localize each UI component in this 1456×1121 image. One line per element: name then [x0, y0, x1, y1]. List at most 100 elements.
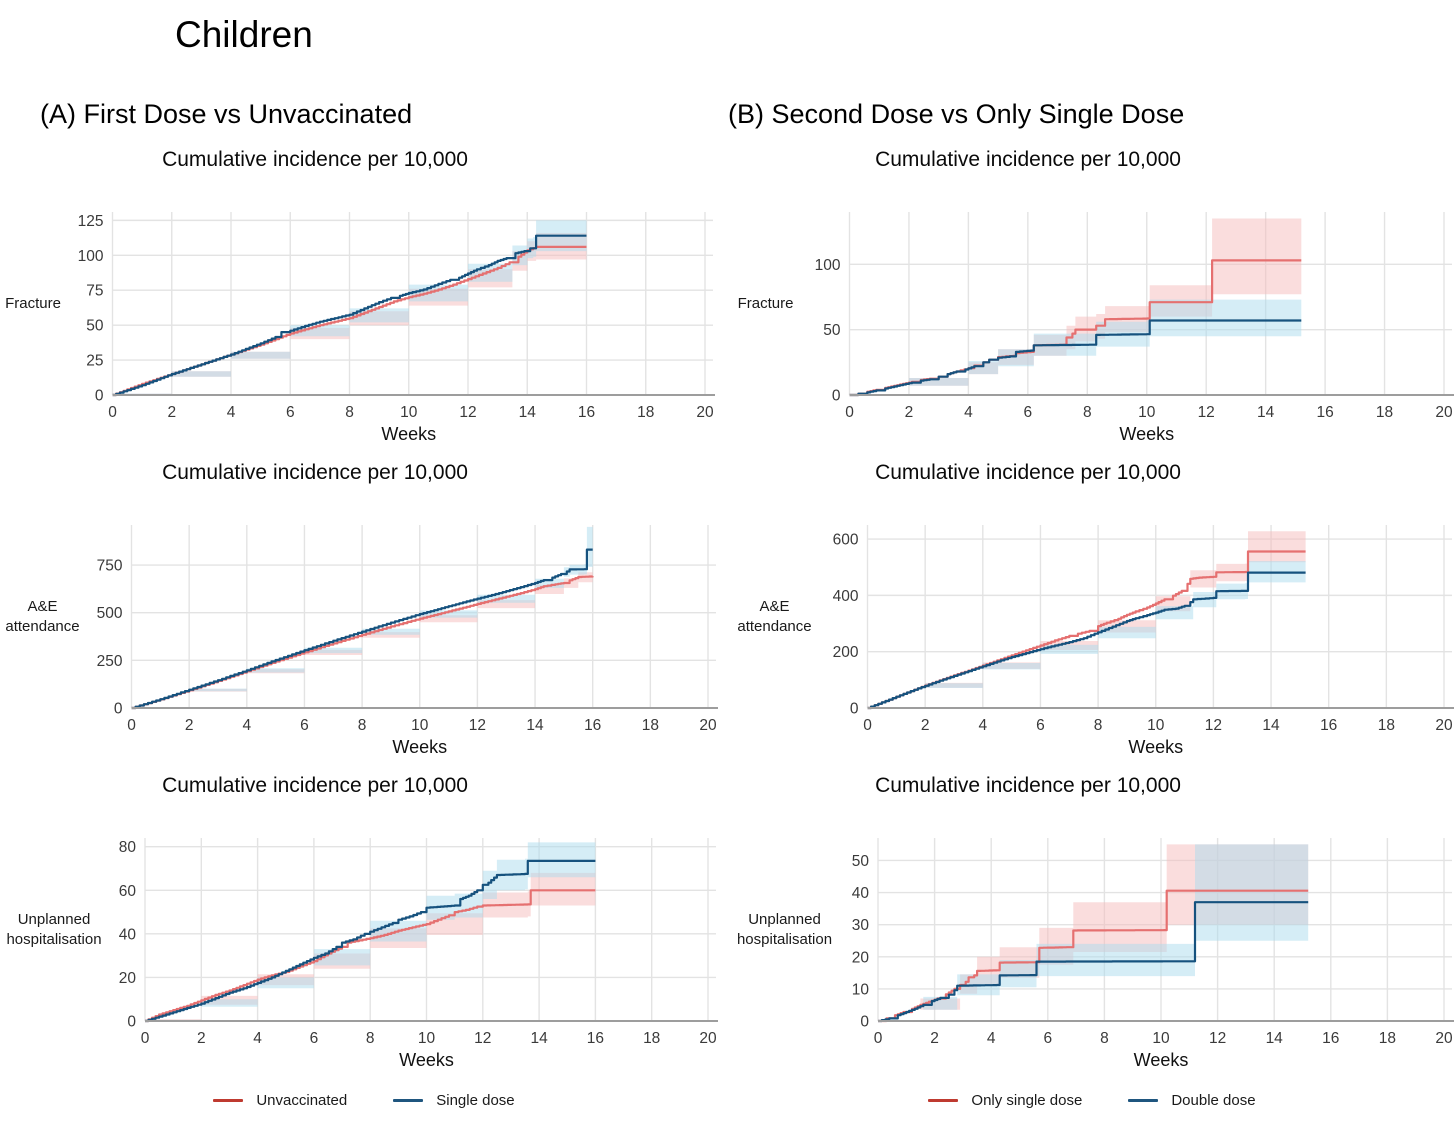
row-label-fracture: Fracture	[5, 294, 61, 312]
svg-text:6: 6	[310, 1030, 319, 1047]
svg-text:40: 40	[852, 885, 870, 902]
panel-header-a: (A) First Dose vs Unvaccinated	[40, 99, 413, 129]
svg-text:18: 18	[1376, 404, 1393, 421]
legend-swatch-only-single-dose	[928, 1099, 959, 1102]
chart-panel-unplanned-a: Cumulative incidence per 10,000 Unplanne…	[0, 774, 728, 1074]
svg-text:6: 6	[286, 404, 295, 421]
svg-text:8: 8	[345, 404, 354, 421]
svg-text:16: 16	[587, 1030, 604, 1047]
svg-text:16: 16	[584, 717, 601, 734]
svg-text:0: 0	[860, 1014, 869, 1031]
svg-text:10: 10	[1152, 1030, 1170, 1047]
svg-text:0: 0	[832, 388, 841, 405]
legend-label: Double dose	[1171, 1092, 1256, 1109]
svg-text:4: 4	[987, 1030, 996, 1047]
svg-text:6: 6	[1036, 717, 1045, 734]
svg-text:20: 20	[1435, 404, 1453, 421]
legend-panel-b: Only single dose Double dose	[728, 1092, 1456, 1109]
ae-first-dose-plot: 0 2 4 6 8 10 12 14 16 18 20 0 250 500 750 Weeks	[97, 525, 718, 757]
chart-title: Cumulative incidence per 10,000	[875, 774, 1181, 797]
svg-text:200: 200	[833, 644, 859, 661]
svg-text:16: 16	[1320, 717, 1337, 734]
svg-text:Weeks: Weeks	[1119, 424, 1174, 444]
svg-text:10: 10	[1138, 404, 1156, 421]
svg-text:0: 0	[850, 701, 859, 718]
svg-text:100: 100	[78, 248, 104, 265]
legend-panel-a: Unvaccinated Single dose	[0, 1092, 728, 1109]
svg-text:600: 600	[833, 532, 859, 549]
svg-text:20: 20	[119, 970, 137, 987]
legend-item-single-dose: Single dose	[393, 1092, 515, 1109]
svg-text:80: 80	[119, 839, 137, 856]
svg-text:6: 6	[300, 717, 309, 734]
svg-text:18: 18	[1378, 717, 1395, 734]
svg-text:12: 12	[474, 1030, 491, 1047]
chart-panel-fracture-b: Cumulative incidence per 10,000 Fracture…	[728, 148, 1456, 448]
svg-text:20: 20	[696, 404, 714, 421]
svg-text:20: 20	[699, 1030, 717, 1047]
svg-text:60: 60	[119, 883, 137, 900]
svg-text:10: 10	[400, 404, 418, 421]
row-label-unplanned-hospitalisation: Unplanned hospitalisation	[6, 911, 102, 948]
svg-text:14: 14	[1262, 717, 1280, 734]
svg-text:2: 2	[905, 404, 914, 421]
legend-item-unvaccinated: Unvaccinated	[213, 1092, 347, 1109]
chart-panel-fracture-a: Cumulative incidence per 10,000 Fracture…	[0, 148, 728, 448]
chart-title: Cumulative incidence per 10,000	[875, 461, 1181, 484]
row-label-ae-attendance: A&E attendance	[5, 598, 80, 635]
row-label-fracture: Fracture	[737, 294, 794, 312]
svg-text:30: 30	[852, 917, 870, 934]
svg-text:18: 18	[642, 717, 659, 734]
svg-text:Weeks: Weeks	[1134, 1050, 1189, 1070]
svg-text:6: 6	[1024, 404, 1033, 421]
chart-title: Cumulative incidence per 10,000	[162, 461, 468, 484]
svg-text:12: 12	[469, 717, 486, 734]
svg-text:20: 20	[1435, 1030, 1453, 1047]
svg-text:250: 250	[97, 653, 123, 670]
svg-text:50: 50	[823, 322, 841, 339]
legend-label: Single dose	[436, 1092, 515, 1109]
svg-text:Weeks: Weeks	[381, 424, 436, 444]
svg-text:25: 25	[86, 353, 103, 370]
legend-swatch-unvaccinated	[213, 1099, 244, 1102]
chart-panel-ae-a: Cumulative incidence per 10,000 A&E atte…	[0, 461, 728, 761]
panel-header-b: (B) Second Dose vs Only Single Dose	[728, 99, 1185, 129]
svg-text:0: 0	[863, 717, 872, 734]
svg-text:4: 4	[242, 717, 251, 734]
svg-text:8: 8	[1083, 404, 1092, 421]
svg-text:0: 0	[845, 404, 854, 421]
svg-text:125: 125	[78, 213, 104, 230]
svg-text:Weeks: Weeks	[392, 737, 447, 757]
svg-text:2: 2	[185, 717, 194, 734]
svg-text:14: 14	[1257, 404, 1275, 421]
row-label-ae-attendance: A&E attendance	[737, 598, 812, 635]
svg-text:10: 10	[418, 1030, 436, 1047]
svg-text:10: 10	[852, 981, 870, 998]
svg-text:75: 75	[86, 283, 103, 300]
chart-title: Cumulative incidence per 10,000	[162, 774, 468, 797]
legend-swatch-single-dose	[393, 1099, 424, 1102]
svg-text:12: 12	[459, 404, 476, 421]
svg-text:8: 8	[358, 717, 367, 734]
svg-text:2: 2	[167, 404, 176, 421]
unplanned-second-dose-plot: 0 2 4 6 8 10 12 14 16 18 20 0 10 20 30 40 50 Weeks	[852, 838, 1454, 1070]
svg-text:8: 8	[366, 1030, 375, 1047]
svg-text:16: 16	[1322, 1030, 1339, 1047]
svg-text:50: 50	[852, 853, 870, 870]
fracture-first-dose-plot: 0 2 4 6 8 10 12 14 16 18 20 0 25 50 75 100 125 Weeks	[78, 212, 715, 444]
svg-text:14: 14	[519, 404, 537, 421]
svg-text:8: 8	[1100, 1030, 1109, 1047]
svg-text:0: 0	[874, 1030, 883, 1047]
fracture-second-dose-plot: 0 2 4 6 8 10 12 14 16 18 20 0 50 100 Weeks	[815, 212, 1454, 444]
svg-text:100: 100	[815, 257, 841, 274]
svg-text:Weeks: Weeks	[399, 1050, 454, 1070]
svg-text:18: 18	[637, 404, 654, 421]
row-label-unplanned-hospitalisation: Unplanned hospitalisation	[736, 911, 833, 948]
svg-text:0: 0	[108, 404, 117, 421]
figure-title: Children	[175, 14, 313, 55]
unplanned-first-dose-plot: 0 2 4 6 8 10 12 14 16 18 20 0 20 40 60 80 Weeks	[119, 838, 718, 1070]
svg-text:20: 20	[1435, 717, 1453, 734]
svg-text:40: 40	[119, 926, 137, 943]
legend-label: Unvaccinated	[256, 1092, 348, 1109]
